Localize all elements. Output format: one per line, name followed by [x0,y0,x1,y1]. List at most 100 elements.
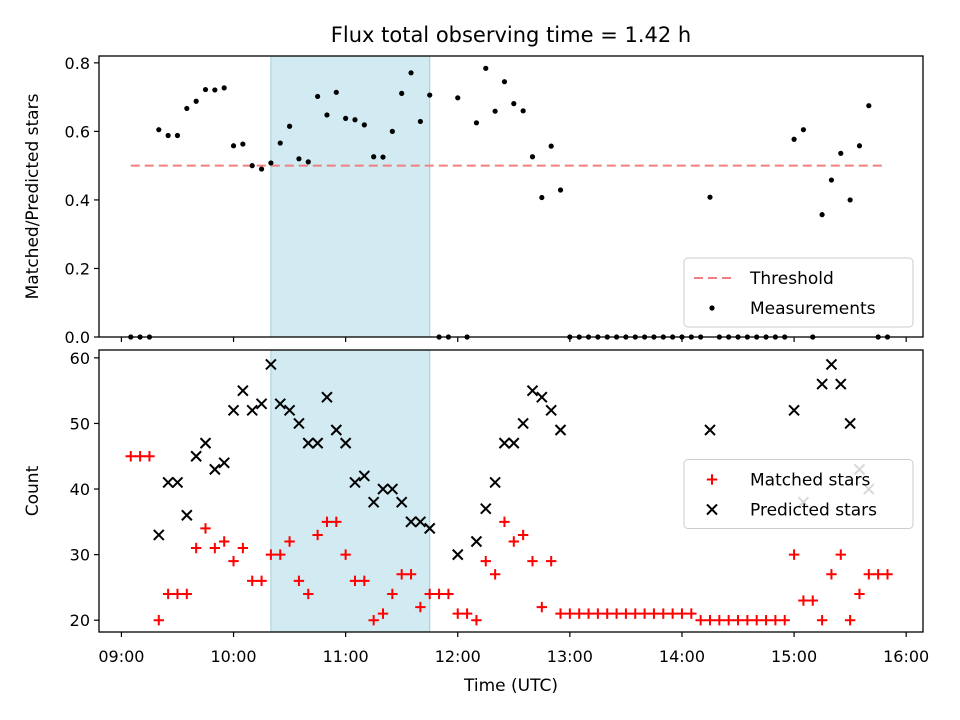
data-point [331,516,342,528]
data-point [125,451,136,462]
data-point [473,120,480,126]
data-point [324,112,330,118]
y-tick-label: 0.0 [65,328,90,347]
data-point [526,384,539,397]
data-point [492,108,498,114]
data-point [555,608,566,619]
data-point [602,608,613,619]
data-point [536,391,548,403]
data-point [800,127,807,133]
data-point [343,115,349,121]
data-point [723,614,734,626]
data-point [816,614,828,626]
data-point [455,95,461,101]
data-point [714,614,725,626]
data-point [377,483,389,495]
y-tick-label: 0.8 [65,54,90,73]
data-point [461,608,473,619]
data-point [405,569,417,580]
data-point [498,437,511,449]
data-point [156,127,162,133]
data-point [349,476,361,489]
data-point [303,588,314,600]
x-tick-label: 15:00 [771,647,817,666]
observing-window-span [270,55,431,338]
data-point [658,608,669,619]
data-point [302,437,314,449]
data-point [779,614,790,626]
data-point [349,575,361,587]
data-point [162,588,174,600]
data-point [181,509,193,521]
data-point [866,103,872,109]
data-point [788,549,800,560]
data-point [742,614,753,626]
data-point [844,614,856,626]
data-point [770,614,781,626]
data-point [838,150,844,156]
data-point [489,476,501,489]
data-point [872,569,884,580]
data-point [386,483,399,495]
data-point [791,136,797,142]
data-point [371,154,377,160]
data-point [545,404,557,417]
data-point [181,588,193,600]
data-point [190,450,202,462]
data-point [144,451,155,462]
data-point [193,98,199,104]
data-point [732,614,744,626]
observing-window-span [270,349,431,633]
data-point [312,529,323,541]
data-point [340,549,351,560]
legend-label: Matched stars [750,471,870,491]
data-point [835,378,847,390]
data-point [311,437,324,449]
data-point [417,118,423,125]
legend-marker-swatch [706,474,718,485]
data-point [209,542,221,554]
x-tick-label: 14:00 [659,647,705,666]
data-point [134,451,146,462]
x-tick-label: 16:00 [883,647,929,666]
data-point [377,608,389,619]
data-point [283,404,296,417]
data-point [265,358,277,371]
data-point [274,398,286,410]
legend-box [683,257,914,328]
data-point [268,160,274,166]
data-point [171,476,184,489]
data-point [165,132,171,139]
data-point [527,555,538,567]
data-point [508,536,520,547]
data-point [395,496,408,508]
data-point [520,108,526,114]
y-tick-label: 0.4 [65,191,90,210]
data-point [511,101,517,107]
data-point [452,548,464,561]
data-point [825,358,838,371]
data-point [405,516,417,528]
data-point [529,154,536,160]
data-point [256,575,267,587]
data-point [293,575,305,587]
data-point [751,614,762,626]
y-tick-label: 60 [70,349,90,368]
data-point [676,608,688,619]
data-point [415,601,426,613]
data-point [367,496,380,508]
axes-frame [98,55,924,338]
data-point [227,404,240,417]
x-tick-label: 12:00 [435,647,481,666]
data-point [358,470,371,482]
x-tick-label: 10:00 [210,647,256,666]
data-point [199,437,212,449]
data-point [545,555,557,567]
data-point [788,404,800,417]
legend-marker-swatch [706,503,718,516]
data-point [574,608,585,619]
data-point [321,516,333,528]
data-point [539,194,545,201]
data-point [200,523,211,534]
